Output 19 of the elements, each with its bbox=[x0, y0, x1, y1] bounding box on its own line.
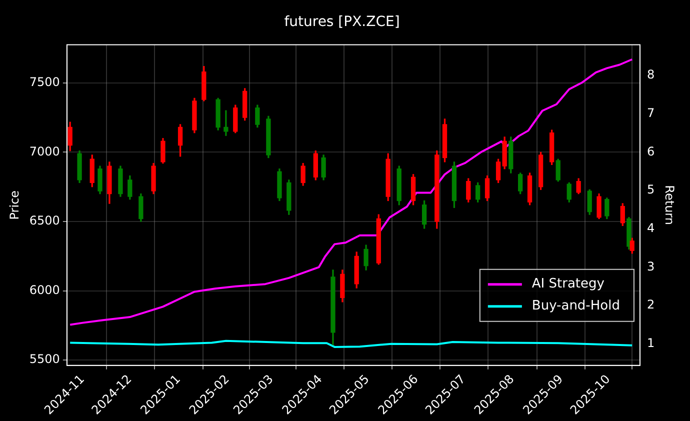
y2-tick-label: 1 bbox=[646, 336, 655, 350]
y-tick-label: 7500 bbox=[29, 75, 60, 90]
legend-label: Buy-and-Hold bbox=[532, 298, 620, 314]
y2-tick-label: 5 bbox=[646, 182, 655, 197]
y-tick-label: 6500 bbox=[29, 214, 60, 228]
y-tick-label: 7000 bbox=[29, 144, 60, 158]
y-tick-label: 6000 bbox=[29, 282, 60, 297]
y2-tick-label: 6 bbox=[646, 144, 655, 158]
y-axis-title: Price bbox=[7, 190, 22, 220]
y2-tick-label: 4 bbox=[646, 220, 655, 235]
legend-label: AI Strategy bbox=[532, 276, 605, 292]
y2-tick-label: 2 bbox=[646, 298, 655, 312]
y-tick-label: 5500 bbox=[29, 352, 60, 366]
y2-tick-label: 7 bbox=[646, 106, 655, 120]
y2-axis-title: Return bbox=[662, 185, 677, 225]
candlestick bbox=[224, 110, 228, 136]
y2-tick-label: 3 bbox=[646, 259, 655, 274]
chart-title: futures [PX.ZCE] bbox=[284, 14, 400, 30]
y2-tick-label: 8 bbox=[646, 68, 655, 82]
